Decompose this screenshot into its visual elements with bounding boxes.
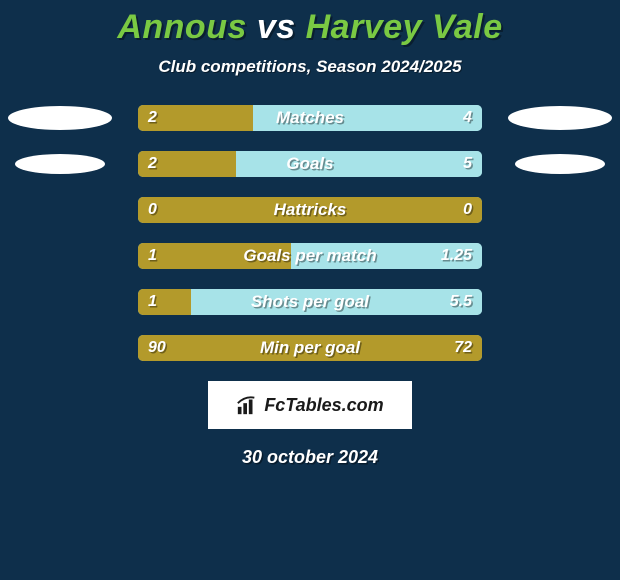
bar-track	[138, 197, 482, 223]
bar-right-fill	[253, 105, 482, 131]
bar-track	[138, 289, 482, 315]
stat-row: 11.25Goals per match	[138, 243, 482, 269]
logo-badge: FcTables.com	[208, 381, 412, 429]
bar-right-fill	[191, 289, 482, 315]
bar-left-fill	[138, 197, 482, 223]
bar-left-fill	[138, 105, 253, 131]
logo-text: FcTables.com	[264, 395, 383, 416]
bar-right-fill	[236, 151, 482, 177]
bar-track	[138, 151, 482, 177]
bar-track	[138, 243, 482, 269]
bar-left-fill	[138, 335, 482, 361]
bar-left-fill	[138, 243, 291, 269]
stat-bars-column: 24Matches 25Goals 00Hattricks 11.25Goals pe…	[138, 105, 482, 361]
bar-right-fill	[291, 243, 482, 269]
stat-row: 24Matches	[138, 105, 482, 131]
avatar-placeholder	[515, 154, 605, 174]
bar-left-fill	[138, 151, 236, 177]
title-right-name: Harvey Vale	[306, 8, 503, 46]
stat-row: 15.5Shots per goal	[138, 289, 482, 315]
date-line: 30 october 2024	[0, 447, 620, 468]
subtitle: Club competitions, Season 2024/2025	[0, 57, 620, 77]
avatar-placeholder	[15, 154, 105, 174]
bar-track	[138, 335, 482, 361]
stats-area: 24Matches 25Goals 00Hattricks 11.25Goals pe…	[0, 105, 620, 361]
title-left-name: Annous	[117, 8, 247, 46]
stat-row: 00Hattricks	[138, 197, 482, 223]
comparison-infographic: Annous vs Harvey Vale Club competitions,…	[0, 0, 620, 580]
bar-track	[138, 105, 482, 131]
avatar-placeholder	[508, 106, 612, 130]
stat-row: 9072Min per goal	[138, 335, 482, 361]
avatar-placeholder	[8, 106, 112, 130]
title-vs: vs	[257, 8, 296, 46]
page-title: Annous vs Harvey Vale	[0, 0, 620, 47]
bar-left-fill	[138, 289, 191, 315]
stat-row: 25Goals	[138, 151, 482, 177]
bar-chart-icon	[236, 394, 258, 416]
